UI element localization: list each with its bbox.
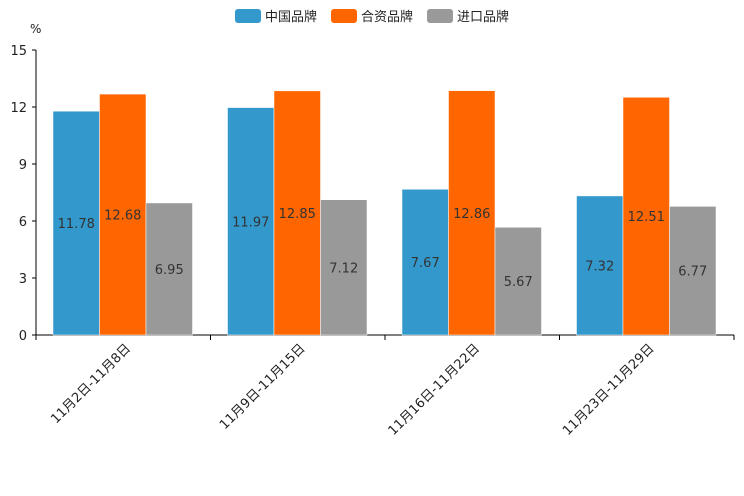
- legend-label-1[interactable]: 中国品牌: [265, 9, 317, 25]
- bar-3-3[interactable]: [494, 227, 542, 336]
- data-label: 7.67: [411, 256, 440, 271]
- legend-swatch-3[interactable]: [427, 9, 453, 23]
- bar-2-3[interactable]: [448, 90, 496, 336]
- y-tick-label: 12: [10, 101, 27, 116]
- x-category-label: 11月2日-11月8日: [48, 341, 134, 427]
- bar-1-3[interactable]: [401, 189, 449, 336]
- y-tick-label: 0: [19, 329, 27, 344]
- legend-label-2[interactable]: 合资品牌: [361, 9, 413, 25]
- x-category-label: 11月23日-11月29日: [560, 341, 657, 438]
- legend-swatch-1[interactable]: [235, 9, 261, 23]
- bar-2-2[interactable]: [273, 90, 321, 336]
- data-label: 6.95: [155, 263, 184, 278]
- bar-3-1[interactable]: [145, 202, 193, 336]
- legend-label-3[interactable]: 进口品牌: [457, 9, 509, 25]
- bar-1-1[interactable]: [52, 110, 100, 336]
- data-label: 7.32: [585, 259, 614, 274]
- y-tick-label: 6: [19, 215, 27, 230]
- data-label: 12.85: [279, 207, 316, 222]
- data-label: 12.86: [453, 207, 490, 222]
- bar-1-4[interactable]: [576, 195, 624, 336]
- y-tick-label: 15: [10, 44, 27, 59]
- data-label: 5.67: [504, 275, 533, 290]
- data-label: 6.77: [678, 265, 707, 280]
- bar-3-4[interactable]: [669, 206, 717, 336]
- data-label: 11.97: [232, 215, 269, 230]
- bar-1-2[interactable]: [227, 107, 275, 336]
- y-axis-unit-label: %: [30, 22, 41, 36]
- legend-swatch-2[interactable]: [331, 9, 357, 23]
- data-label: 11.78: [58, 217, 95, 232]
- y-tick-label: 9: [19, 158, 27, 173]
- x-category-label: 11月16日-11月22日: [386, 341, 483, 438]
- data-label: 12.68: [104, 209, 141, 224]
- bar-2-1[interactable]: [99, 93, 147, 336]
- x-category-label: 11月9日-11月15日: [217, 341, 309, 433]
- y-tick-label: 3: [19, 272, 27, 287]
- data-label: 12.51: [628, 210, 665, 225]
- bar-3-2[interactable]: [320, 199, 368, 336]
- data-label: 7.12: [329, 261, 358, 276]
